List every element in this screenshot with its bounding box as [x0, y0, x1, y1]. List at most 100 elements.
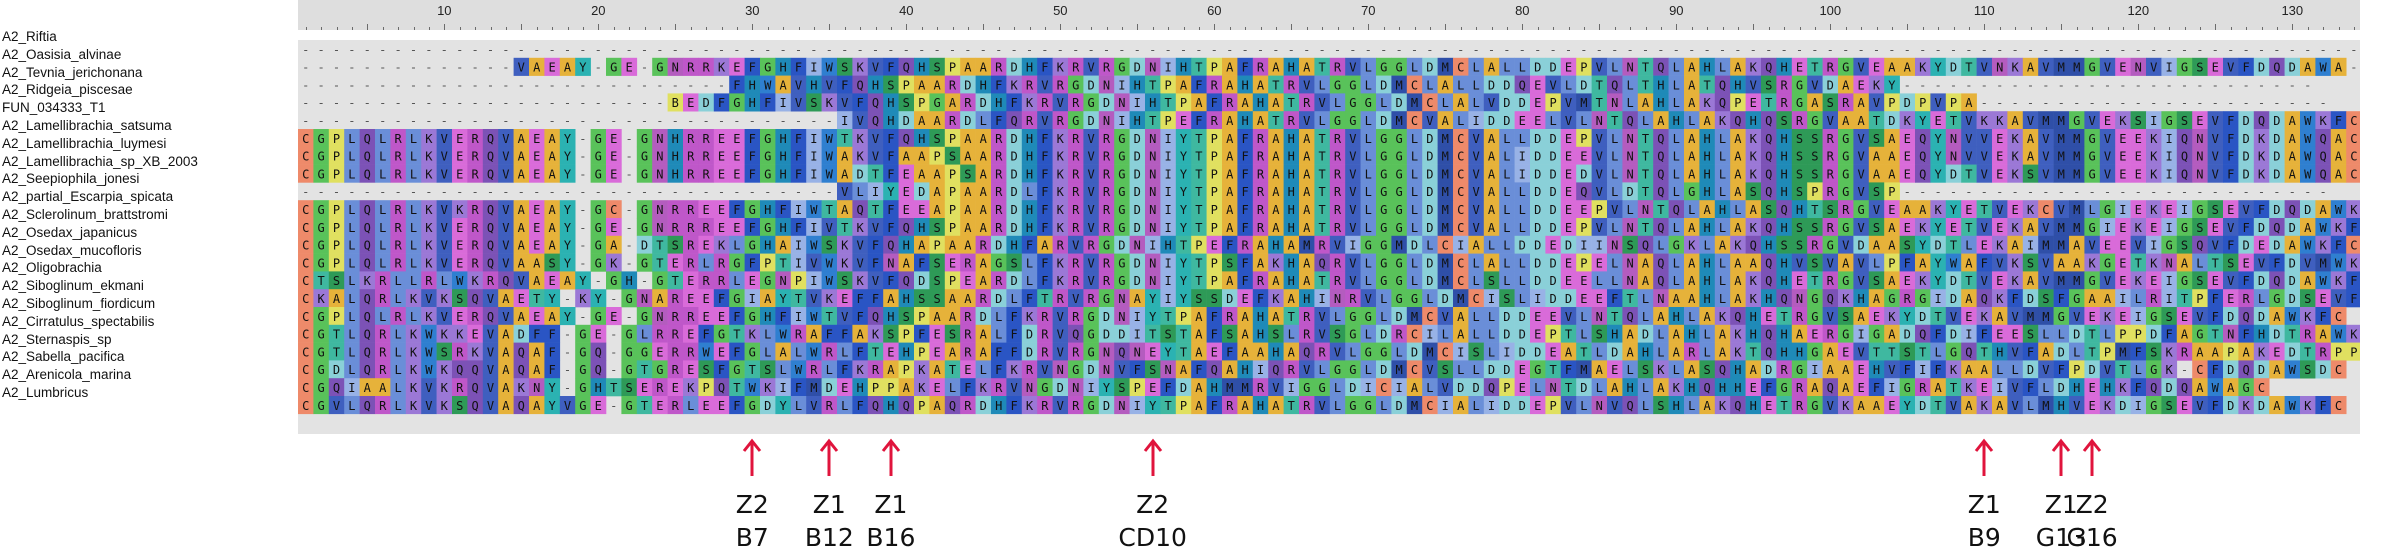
residue-letter: Q — [903, 61, 910, 75]
residue-letter: - — [564, 114, 571, 128]
residue-letter: L — [795, 345, 802, 359]
residue-letter: E — [718, 167, 725, 181]
residue-letter: - — [471, 185, 478, 199]
residue-letter: Q — [1657, 256, 1664, 270]
residue-letter: A — [1965, 292, 1973, 306]
sequence-name[interactable]: A2_Oligobrachia — [2, 260, 102, 276]
residue-letter: F — [1195, 363, 1202, 377]
residue-letter: P — [949, 132, 956, 146]
sequence-name[interactable]: A2_Siboglinum_fiordicum — [2, 296, 156, 311]
residue-letter: F — [2350, 274, 2357, 288]
residue-letter: D — [1426, 203, 1433, 217]
residue-letter: A — [964, 292, 972, 306]
residue-letter: - — [548, 78, 555, 92]
sequence-name[interactable]: A2_Sternaspis_sp — [2, 331, 112, 347]
ruler-tick — [736, 27, 738, 30]
residue-cell — [1868, 75, 1885, 94]
residue-letter: V — [1087, 203, 1094, 217]
sequence-name[interactable]: A2_Oasisia_alvinae — [2, 46, 122, 62]
residue-letter: L — [1657, 345, 1664, 359]
residue-letter: G — [1395, 256, 1402, 270]
residue-letter: G — [641, 256, 648, 270]
residue-letter: G — [1118, 185, 1125, 199]
residue-letter: Y — [1950, 203, 1958, 217]
residue-letter: L — [1472, 96, 1479, 110]
residue-letter: I — [810, 132, 817, 146]
residue-letter: - — [1272, 43, 1279, 57]
residue-letter: H — [2258, 328, 2265, 342]
residue-letter: S — [702, 363, 709, 377]
residue-letter: A — [1688, 363, 1696, 377]
residue-letter: S — [918, 292, 925, 306]
ruler-tick — [1953, 27, 1955, 30]
residue-letter: R — [1257, 150, 1265, 164]
residue-letter: S — [2304, 363, 2311, 377]
sequence-name[interactable]: A2_Lamellibrachia_sp_XB_2003 — [2, 153, 198, 169]
residue-letter: H — [1750, 310, 1757, 324]
residue-letter: A — [933, 185, 941, 199]
residue-letter: A — [949, 292, 957, 306]
residue-letter: V — [1827, 310, 1834, 324]
sequence-name[interactable]: A2_Sclerolinum_brattstromi — [2, 207, 168, 222]
ruler-tick — [2122, 27, 2124, 30]
residue-letter: - — [441, 61, 448, 75]
sequence-name[interactable]: A2_partial_Escarpia_spicata — [2, 189, 174, 205]
residue-letter: S — [1226, 328, 1233, 342]
residue-letter: E — [610, 132, 617, 146]
residue-letter: A — [1873, 150, 1881, 164]
residue-cell — [775, 75, 792, 94]
residue-letter: D — [918, 185, 925, 199]
residue-letter: M — [2058, 61, 2065, 75]
residue-letter: L — [1719, 292, 1726, 306]
sequence-name[interactable]: A2_Ridgeia_piscesae — [2, 82, 133, 98]
residue-letter: L — [1673, 96, 1680, 110]
residue-letter: E — [2150, 274, 2157, 288]
residue-letter: - — [333, 185, 340, 199]
residue-letter: A — [1488, 221, 1496, 235]
residue-letter: R — [1288, 78, 1296, 92]
sequence-name[interactable]: A2_Osedax_japanicus — [2, 224, 138, 240]
residue-letter: G — [317, 239, 324, 253]
sequence-name[interactable]: A2_Sabella_pacifica — [2, 349, 125, 365]
residue-letter: P — [1180, 310, 1187, 324]
ruler-tick — [1275, 27, 1277, 30]
residue-letter: N — [887, 256, 894, 270]
residue-letter: A — [1303, 185, 1311, 199]
sequence-name[interactable]: A2_Lumbricus — [2, 385, 89, 400]
residue-letter: L — [410, 203, 417, 217]
sequence-name[interactable]: A2_Lamellibrachia_luymesi — [2, 135, 167, 151]
sequence-name[interactable]: FUN_034333_T1 — [2, 100, 106, 116]
residue-letter: A — [1596, 363, 1604, 377]
residue-letter: - — [610, 328, 617, 342]
residue-letter: - — [1780, 43, 1787, 57]
residue-letter: R — [656, 381, 664, 395]
residue-cell — [929, 93, 946, 112]
residue-letter: C — [2350, 114, 2357, 128]
residue-letter: M — [2073, 132, 2080, 146]
residue-letter: D — [1087, 114, 1094, 128]
sequence-name[interactable]: A2_Siboglinum_ekmani — [2, 278, 144, 294]
residue-letter: V — [1981, 132, 1988, 146]
residue-letter: R — [687, 256, 695, 270]
sequence-name[interactable]: A2_Tevnia_jerichonana — [2, 64, 143, 80]
residue-letter: Q — [1765, 328, 1772, 342]
residue-letter: P — [1950, 96, 1957, 110]
sequence-name[interactable]: A2_Lamellibrachia_satsuma — [2, 118, 172, 133]
sequence-name[interactable]: A2_Seepiophila_jonesi — [2, 171, 140, 187]
residue-letter: L — [379, 239, 386, 253]
residue-letter: M — [2119, 345, 2126, 359]
residue-letter: - — [702, 114, 709, 128]
sequence-name[interactable]: A2_Riftia — [2, 29, 57, 44]
residue-cell — [1622, 57, 1639, 76]
residue-letter: S — [1780, 114, 1787, 128]
sequence-name[interactable]: A2_Arenicola_marina — [2, 367, 132, 383]
residue-letter: D — [2273, 132, 2280, 146]
residue-letter: G — [1395, 167, 1402, 181]
residue-letter: D — [2258, 310, 2265, 324]
residue-letter: H — [1010, 239, 1017, 253]
sequence-name[interactable]: A2_Cirratulus_spectabilis — [2, 313, 155, 329]
sequence-name[interactable]: A2_Osedax_mucofloris — [2, 242, 142, 258]
residue-letter: F — [795, 221, 802, 235]
residue-cell — [698, 93, 715, 112]
residue-cell — [806, 75, 822, 94]
